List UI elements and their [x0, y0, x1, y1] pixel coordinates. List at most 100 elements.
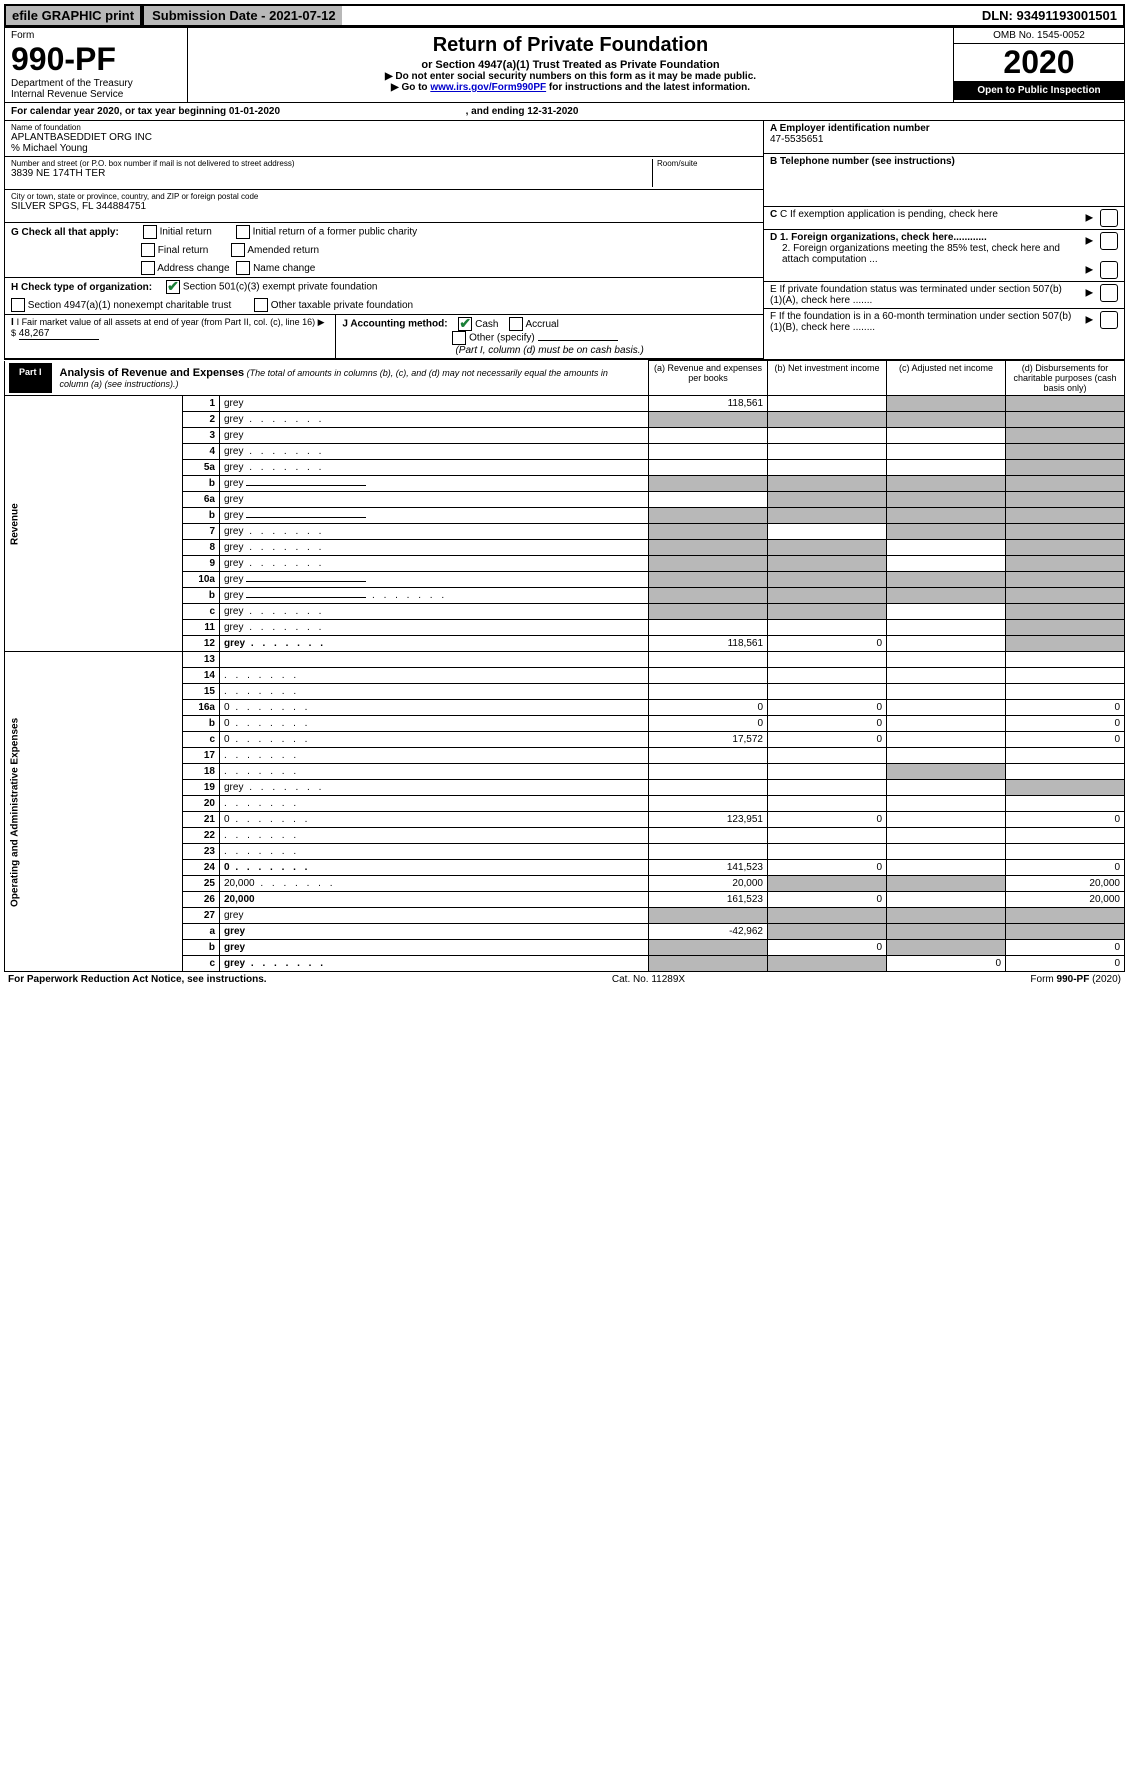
cell-value: [649, 668, 768, 684]
cell-value: 0: [649, 716, 768, 732]
city-value: SILVER SPGS, FL 344884751: [11, 201, 757, 212]
cb-d1[interactable]: [1100, 232, 1118, 250]
ein-value: 47-5535651: [770, 134, 1118, 145]
cell-value: [768, 428, 887, 444]
cell-value: [768, 764, 887, 780]
cb-ipc[interactable]: [236, 225, 250, 239]
foundation-name-cell: Name of foundation APLANTBASEDDIET ORG I…: [5, 121, 763, 157]
cell-value: 141,523: [649, 860, 768, 876]
cell-grey: [887, 764, 1006, 780]
cell-grey: [1006, 780, 1125, 796]
j-note: (Part I, column (d) must be on cash basi…: [342, 345, 757, 356]
cell-value: [768, 748, 887, 764]
cb-amended[interactable]: [231, 243, 245, 257]
row-desc: 20,000 . . . . . . .: [220, 876, 649, 892]
row-number: 22: [183, 828, 220, 844]
cb-e[interactable]: [1100, 284, 1118, 302]
note2-pre: ▶ Go to: [391, 82, 430, 93]
c-label: C If exemption application is pending, c…: [780, 209, 998, 220]
cb-other-method[interactable]: [452, 331, 466, 345]
row-number: 3: [183, 428, 220, 444]
cell-grey: [768, 508, 887, 524]
cell-grey: [768, 876, 887, 892]
cell-grey: [649, 476, 768, 492]
row-desc: . . . . . . .: [220, 844, 649, 860]
row-desc: 0 . . . . . . .: [220, 860, 649, 876]
row-number: 12: [183, 636, 220, 652]
section-label: Revenue: [5, 396, 183, 652]
g-initial: Initial return: [160, 227, 212, 238]
j-other: Other (specify): [469, 333, 535, 344]
row-number: 4: [183, 444, 220, 460]
row-number: 10a: [183, 572, 220, 588]
cell-value: [649, 460, 768, 476]
table-header-row: Part I Analysis of Revenue and Expenses …: [5, 361, 1125, 396]
header-right: OMB No. 1545-0052 2020 Open to Public In…: [954, 28, 1124, 102]
cb-4947[interactable]: [11, 298, 25, 312]
cell-grey: [768, 924, 887, 940]
cb-f[interactable]: [1100, 311, 1118, 329]
row-number: b: [183, 508, 220, 524]
row-desc: 20,000: [220, 892, 649, 908]
row-desc: . . . . . . .: [220, 796, 649, 812]
section-g: G Check all that apply: Initial return I…: [5, 223, 763, 278]
cell-grey: [768, 540, 887, 556]
form-title: Return of Private Foundation: [192, 34, 949, 57]
form-number: 990-PF: [11, 41, 181, 78]
note2-post: for instructions and the latest informat…: [549, 82, 750, 93]
row-number: 19: [183, 780, 220, 796]
cell-value: [887, 812, 1006, 828]
row-desc: [220, 652, 649, 668]
section-label: Operating and Administrative Expenses: [5, 652, 183, 972]
row-desc: grey . . . . . . .: [220, 636, 649, 652]
row-desc: grey: [220, 940, 649, 956]
cell-grey: [1006, 492, 1125, 508]
cell-value: [768, 828, 887, 844]
cell-value: [887, 620, 1006, 636]
cell-value: [768, 460, 887, 476]
cb-501c3[interactable]: [166, 280, 180, 294]
city-cell: City or town, state or province, country…: [5, 190, 763, 223]
row-desc: 0 . . . . . . .: [220, 812, 649, 828]
cell-value: 0: [1006, 940, 1125, 956]
f-label: F If the foundation is in a 60-month ter…: [764, 309, 1080, 335]
row-number: 11: [183, 620, 220, 636]
cell-value: [1006, 652, 1125, 668]
row-desc: grey: [220, 924, 649, 940]
cell-value: [1006, 828, 1125, 844]
cb-cash[interactable]: [458, 317, 472, 331]
cb-d2[interactable]: [1100, 261, 1118, 279]
cell-grey: [1006, 924, 1125, 940]
cell-grey: [887, 924, 1006, 940]
row-desc: grey: [220, 908, 649, 924]
ein-cell: A Employer identification number 47-5535…: [764, 121, 1124, 154]
page-footer: For Paperwork Reduction Act Notice, see …: [4, 972, 1125, 987]
cb-c[interactable]: [1100, 209, 1118, 227]
cb-other-tax[interactable]: [254, 298, 268, 312]
cell-value: [887, 460, 1006, 476]
footer-left: For Paperwork Reduction Act Notice, see …: [8, 974, 267, 985]
cb-namechange[interactable]: [236, 261, 250, 275]
g-name: Name change: [253, 263, 315, 274]
row-desc: grey . . . . . . .: [220, 412, 649, 428]
cell-value: 0: [887, 956, 1006, 972]
row-number: b: [183, 716, 220, 732]
cell-value: [649, 796, 768, 812]
row-desc: grey: [220, 428, 649, 444]
cb-initial[interactable]: [143, 225, 157, 239]
efile-label: efile GRAPHIC print: [6, 6, 140, 25]
info-right: A Employer identification number 47-5535…: [763, 121, 1124, 359]
cell-value: [649, 748, 768, 764]
cell-value: 0: [768, 860, 887, 876]
f-row: F If the foundation is in a 60-month ter…: [764, 309, 1124, 335]
j-accrual: Accrual: [525, 319, 558, 330]
cb-accrual[interactable]: [509, 317, 523, 331]
cb-final[interactable]: [141, 243, 155, 257]
row-desc: grey . . . . . . .: [220, 540, 649, 556]
cell-value: [1006, 844, 1125, 860]
cell-value: [768, 524, 887, 540]
cell-grey: [768, 956, 887, 972]
irs-link[interactable]: www.irs.gov/Form990PF: [430, 82, 546, 93]
cb-addrchange[interactable]: [141, 261, 155, 275]
row-desc: 0 . . . . . . .: [220, 700, 649, 716]
